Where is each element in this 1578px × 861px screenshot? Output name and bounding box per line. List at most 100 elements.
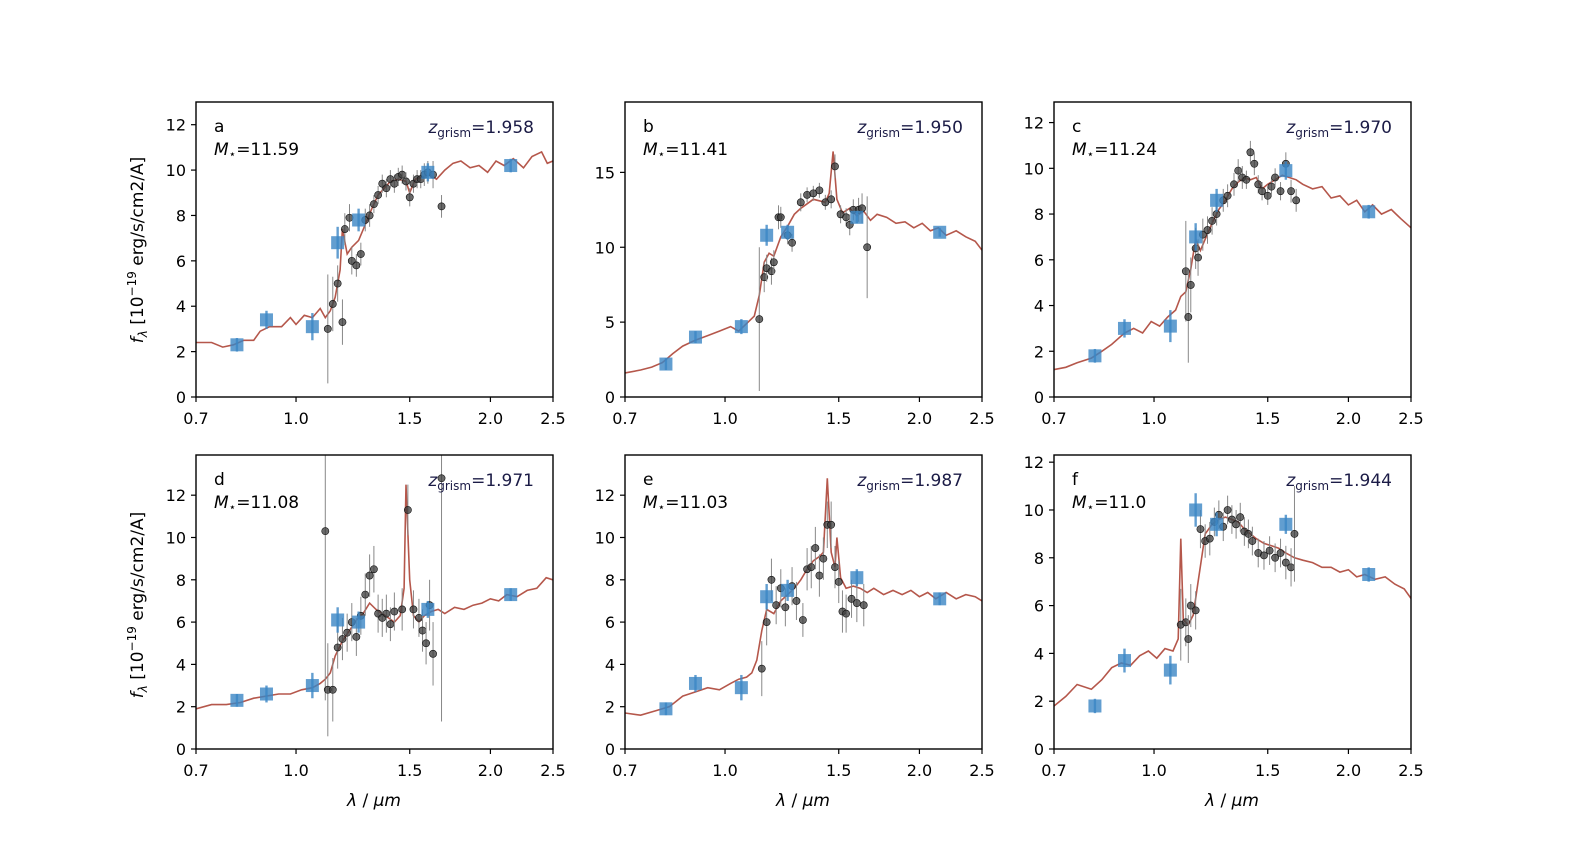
mass-subscript: ⋆ — [1087, 500, 1095, 514]
photometry-point — [421, 602, 435, 616]
y-tick-label: 15 — [595, 163, 615, 182]
x-tick-label: 2.5 — [540, 409, 565, 428]
spectrum-point — [1246, 148, 1255, 157]
spectrum-point — [328, 300, 337, 308]
photometry-point — [504, 588, 518, 602]
spectrum-point — [405, 193, 414, 202]
mass-value: =11.24 — [1094, 140, 1157, 160]
spectrum-point — [340, 225, 349, 233]
photometry-point — [259, 687, 273, 701]
mass-value: =11.59 — [236, 140, 299, 160]
spectrum-point — [352, 632, 361, 641]
panel-e: 0.7 1.0 1.5 2.0 2.5024681012eM⋆=11.03zgrism=… — [595, 454, 995, 780]
x-tick-label: 1.5 — [826, 409, 851, 428]
redshift-label: zgrism=1.958 — [427, 118, 534, 140]
stellar-mass-label: M⋆=11.41 — [643, 140, 728, 161]
spectrum-point — [374, 191, 383, 199]
photometry-point — [933, 225, 947, 239]
x-tick-label: 2.5 — [540, 761, 565, 780]
spectrum-point — [1292, 196, 1301, 205]
y-tick-label: 10 — [1024, 159, 1044, 178]
panel-b: 0.7 1.0 1.5 2.0 2.5051015bM⋆=11.41zgrism=1.9… — [595, 101, 995, 428]
z-subscript: grism — [437, 479, 471, 493]
photometry-point — [305, 679, 319, 693]
spectrum-point — [1281, 558, 1290, 567]
spectrum-point — [1194, 253, 1202, 262]
y-axis-label-text-bottom: fλ [10−19 erg/s/cm2/A] — [125, 512, 150, 698]
y-tick-label: 12 — [1024, 114, 1044, 133]
photometry-point — [850, 571, 864, 585]
x-tick-label: 1.5 — [1255, 409, 1280, 428]
spectrum-point — [1258, 187, 1266, 196]
x-tick-label: 2.0 — [478, 761, 503, 780]
redshift-label: zgrism=1.971 — [427, 471, 534, 493]
spectrum-point — [323, 325, 332, 333]
z-value: =1.944 — [1329, 471, 1392, 491]
spectrum-point — [852, 599, 861, 607]
spectrum-point — [365, 571, 374, 580]
spectrum-point — [796, 198, 805, 207]
x-tick-label: 0.7 — [183, 761, 208, 780]
redshift-label: zgrism=1.944 — [1285, 471, 1392, 493]
y-tick-label: 10 — [166, 528, 186, 547]
y-tick-label: 6 — [605, 613, 615, 632]
z-value: =1.970 — [1329, 118, 1392, 138]
spectrum-point — [767, 575, 776, 584]
spectrum-point — [1205, 534, 1214, 543]
y-tick-label: 2 — [1034, 342, 1044, 361]
mass-symbol: M — [214, 140, 229, 160]
spectrum-point — [1181, 618, 1190, 627]
y-tick-label: 6 — [1034, 251, 1044, 270]
y-tick-label: 2 — [605, 698, 615, 717]
stellar-mass-label: M⋆=11.0 — [1072, 493, 1146, 514]
spectrum-point — [1186, 281, 1195, 289]
x-tick-label: 1.0 — [712, 409, 737, 428]
photometry-point — [230, 693, 244, 707]
spectrum-point — [1290, 529, 1299, 538]
photometry-point — [1210, 517, 1224, 531]
spectrum-point — [788, 238, 796, 247]
y-tick-label: 6 — [176, 252, 186, 271]
spectrum-point — [1250, 159, 1259, 168]
plot-area — [196, 455, 553, 737]
spectrum-point — [1234, 166, 1243, 175]
spectrum-point — [755, 315, 764, 324]
stellar-mass-label: M⋆=11.24 — [1072, 140, 1157, 161]
spectrum-point — [827, 195, 836, 204]
x-tick-label: 2.0 — [907, 409, 932, 428]
photometry-point — [688, 330, 702, 344]
mass-value: =11.08 — [236, 493, 299, 513]
y-tick-label: 8 — [1034, 205, 1044, 224]
spectrum-point — [834, 578, 843, 586]
photometry-point — [1117, 654, 1131, 668]
x-tick-label: 1.0 — [712, 761, 737, 780]
x-tick-label: 2.5 — [1398, 761, 1423, 780]
spectrum-point — [772, 601, 781, 610]
mass-subscript: ⋆ — [658, 147, 666, 161]
spectrum-point — [1191, 606, 1200, 615]
panel-letter: c — [1072, 117, 1081, 137]
x-tick-label: 2.0 — [1336, 761, 1361, 780]
mass-symbol: M — [1072, 493, 1087, 513]
stellar-mass-label: M⋆=11.59 — [214, 140, 299, 161]
spectrum-point — [333, 643, 342, 652]
spectrum-point — [338, 318, 347, 327]
spectrum-point — [437, 202, 446, 211]
spectrum-point — [1271, 553, 1280, 562]
panel-letter: b — [643, 117, 654, 137]
spectrum-point — [1203, 226, 1212, 234]
y-tick-label: 2 — [176, 698, 186, 717]
x-axis-label-d: λ / μm — [346, 791, 401, 811]
y-tick-label: 4 — [176, 297, 186, 316]
z-symbol: z — [1285, 471, 1296, 491]
plot-area — [196, 150, 553, 384]
photometry-point — [933, 592, 947, 606]
z-subscript: grism — [1295, 126, 1329, 140]
y-tick-label: 0 — [605, 740, 615, 759]
x-tick-label: 1.0 — [1141, 761, 1166, 780]
z-symbol: z — [427, 471, 438, 491]
z-value: =1.958 — [471, 118, 534, 138]
y-tick-label: 8 — [605, 571, 615, 590]
